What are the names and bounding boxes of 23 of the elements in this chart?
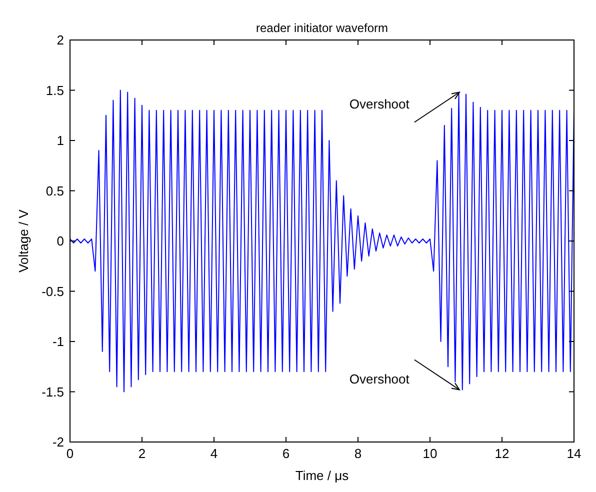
x-tick-label: 0: [66, 446, 74, 461]
y-tick-label: -1.5: [42, 384, 64, 400]
x-tick-label: 14: [566, 446, 582, 461]
y-tick-label: 0: [56, 234, 64, 248]
chart-title: reader initiator waveform: [256, 21, 388, 35]
line-series: [70, 90, 574, 392]
y-tick-label: -1: [52, 334, 64, 349]
y-axis-title: Voltage / V: [16, 209, 31, 272]
x-tick-label: 4: [210, 446, 218, 461]
y-tick-label: 1.5: [46, 82, 64, 98]
y-tick-label: -0.5: [42, 284, 64, 299]
y-tick-label: -2: [52, 434, 64, 450]
y-tick-label: 2: [56, 32, 64, 48]
y-tick-label: 0.5: [46, 183, 64, 198]
annotation: Overshoot: [349, 96, 410, 112]
x-tick-label: 12: [494, 446, 510, 461]
x-tick-label: 6: [282, 446, 290, 461]
x-tick-label: 2: [138, 446, 146, 461]
x-axis-title: Time / μs: [295, 468, 350, 483]
y-tick-label: 1: [56, 133, 64, 148]
annotation: Overshoot: [349, 372, 410, 387]
x-tick-label: 10: [422, 446, 438, 461]
x-tick-label: 8: [354, 446, 362, 461]
